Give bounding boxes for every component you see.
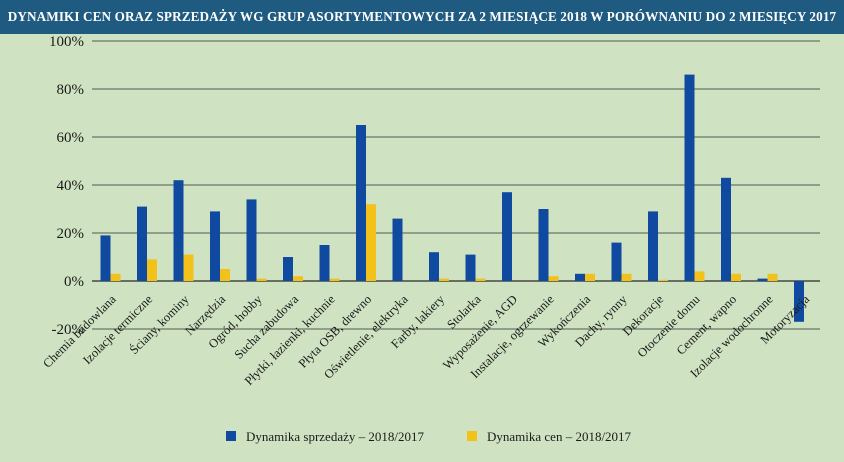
bar-price [548, 276, 559, 281]
y-tick-label: 0% [64, 274, 84, 290]
y-tick-label: 40% [57, 178, 85, 194]
y-tick-label: 60% [57, 130, 85, 146]
y-tick-label: 100% [49, 34, 84, 50]
bar-sales [611, 242, 622, 281]
bar-sales [538, 209, 549, 281]
bar-price [694, 271, 705, 281]
y-tick-label: 20% [57, 226, 85, 242]
bar-price [147, 259, 157, 281]
bar-sales [319, 245, 330, 281]
legend-swatch-sales [226, 431, 236, 441]
chart-title: DYNAMIKI CEN ORAZ SPRZEDAŻY WG GRUP ASOR… [0, 0, 844, 34]
bar-sales [173, 180, 184, 281]
bar-sales [465, 254, 476, 281]
bar-price [767, 273, 778, 281]
legend-label-price: Dynamika cen – 2018/2017 [487, 429, 632, 444]
bar-sales [210, 211, 220, 281]
bar-sales [429, 252, 439, 281]
bar-sales [648, 211, 658, 281]
bar-sales [246, 199, 257, 281]
bar-sales [392, 218, 403, 281]
bar-sales [684, 74, 695, 281]
bar-price [256, 278, 267, 281]
bar-sales [100, 235, 111, 281]
bar-sales [356, 125, 366, 281]
bar-price [366, 204, 376, 281]
bar-sales [575, 273, 585, 281]
legend-label-sales: Dynamika sprzedaży – 2018/2017 [246, 429, 424, 444]
y-tick-label: -20% [52, 322, 85, 338]
bar-price [658, 279, 668, 281]
bar-price [585, 273, 595, 281]
bar-sales [757, 278, 768, 281]
x-tick-label: Otoczenie domu [635, 292, 704, 361]
bar-sales [137, 206, 147, 281]
bar-sales [794, 281, 804, 322]
bar-sales [283, 257, 293, 281]
bar-price [110, 273, 121, 281]
y-tick-label: 80% [57, 82, 85, 98]
bar-price [439, 278, 449, 281]
bar-sales [721, 177, 731, 281]
bar-price [731, 273, 741, 281]
bar-price [475, 278, 486, 281]
bar-price [220, 269, 230, 281]
bar-price [621, 273, 632, 281]
bar-sales [502, 192, 512, 281]
bar-price [183, 254, 194, 281]
bar-price [329, 278, 340, 281]
bar-price [293, 276, 303, 281]
x-tick-label: Sucha zabudowa [232, 292, 302, 362]
legend-swatch-price [467, 431, 477, 441]
